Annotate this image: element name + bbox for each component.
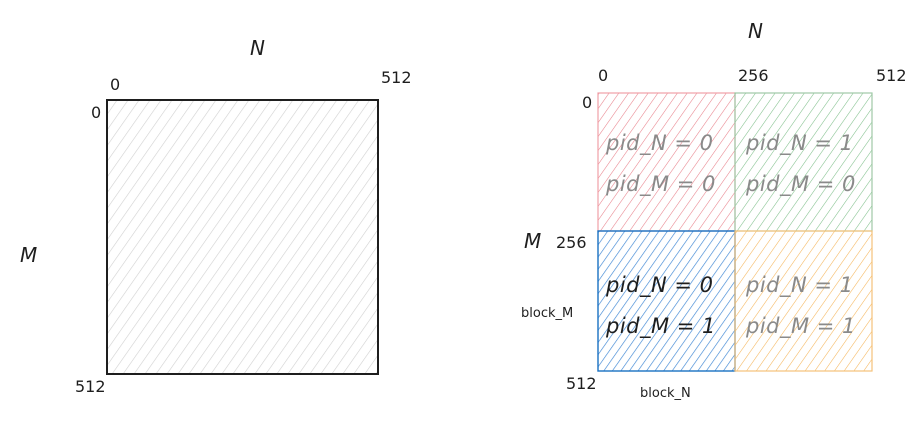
block-top-left-pid-n: pid_N = 0 xyxy=(605,131,714,156)
block-top-left: pid_N = 0 pid_M = 0 xyxy=(597,92,736,232)
left-tick-top-left-x: 0 xyxy=(110,75,120,94)
block-bottom-right: pid_N = 1 pid_M = 1 xyxy=(734,230,873,372)
block-bottom-left: pid_N = 0 pid_M = 1 xyxy=(597,230,736,372)
left-tick-top-right: 512 xyxy=(381,68,412,87)
left-n-label: N xyxy=(250,36,265,60)
left-matrix: N M 0 0 512 512 xyxy=(20,36,412,396)
left-tick-bottom-left: 512 xyxy=(75,377,106,396)
right-tick-y-0: 0 xyxy=(582,93,592,112)
left-matrix-square xyxy=(106,99,379,375)
block-bottom-left-pid-m: pid_M = 1 xyxy=(605,314,716,339)
right-tick-x-mid: 256 xyxy=(738,66,769,85)
right-n-label: N xyxy=(748,19,763,43)
right-tick-y-mid: 256 xyxy=(556,233,587,252)
block-top-right: pid_N = 1 pid_M = 0 xyxy=(734,92,873,232)
block-bottom-right-pid-m: pid_M = 1 xyxy=(745,314,856,339)
block-top-right-pid-n: pid_N = 1 xyxy=(745,131,854,156)
block-bottom-right-pid-n: pid_N = 1 xyxy=(745,273,854,298)
right-m-label: M xyxy=(524,229,541,253)
right-matrix: pid_N = 0 pid_M = 0 pid_N = 1 pid_M = 0 … xyxy=(521,19,907,401)
block-bottom-left-pid-n: pid_N = 0 xyxy=(605,273,714,298)
block-top-left-pid-m: pid_M = 0 xyxy=(605,172,716,197)
block-m-label: block_M xyxy=(521,306,573,321)
block-n-label: block_N xyxy=(640,386,691,401)
right-tick-x-0: 0 xyxy=(598,66,608,85)
right-tick-y-end: 512 xyxy=(566,374,597,393)
right-tick-x-end: 512 xyxy=(876,66,907,85)
left-m-label: M xyxy=(20,243,37,267)
block-top-right-pid-m: pid_M = 0 xyxy=(745,172,856,197)
left-tick-top-left-y: 0 xyxy=(91,103,101,122)
